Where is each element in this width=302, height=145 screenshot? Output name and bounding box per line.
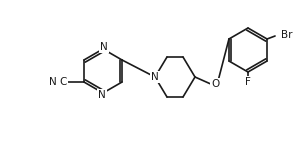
Text: C: C [60, 77, 67, 87]
Text: O: O [211, 79, 219, 89]
Text: Br: Br [281, 30, 293, 40]
Text: F: F [245, 77, 251, 87]
Text: N: N [49, 77, 57, 87]
Text: N: N [100, 42, 108, 52]
Text: N: N [151, 72, 159, 82]
Text: N: N [98, 90, 106, 100]
